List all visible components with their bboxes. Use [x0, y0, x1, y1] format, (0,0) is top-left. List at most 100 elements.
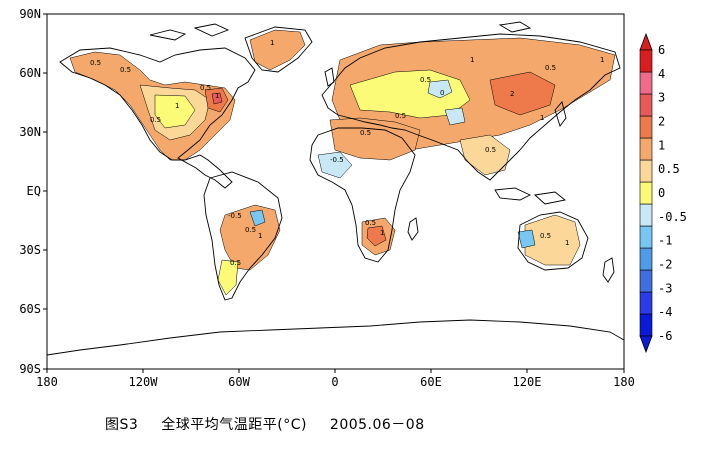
colorbar-cell	[639, 313, 653, 337]
contour-label: 1	[258, 232, 262, 240]
coast-africa	[309, 127, 416, 263]
colorbar-cell	[639, 115, 653, 139]
lon-label: 180	[36, 375, 58, 389]
colorbar-cell	[639, 203, 653, 227]
contour-label: 0.5	[230, 259, 241, 267]
colorbar-cell	[639, 71, 653, 95]
contour-labels: 0.5 1 0.5 0.5 1 2 0.5 1 0.5 0 0.5 -0.5 1…	[90, 39, 604, 267]
lat-label: 30N	[19, 125, 41, 139]
lon-label: 120E	[513, 375, 542, 389]
lat-label: EQ	[27, 184, 41, 198]
anomaly-south-america-blue	[249, 209, 266, 227]
anomaly-southern-africa-hot	[366, 225, 387, 247]
contour-label: 0.5	[485, 146, 496, 154]
lon-label: 60W	[228, 375, 250, 389]
anomaly-central-asia-blue	[427, 79, 453, 99]
contour-label: 1	[470, 56, 474, 64]
colorbar-label: 0.5	[658, 162, 680, 176]
colorbar-label: -2	[658, 258, 672, 272]
lat-label: 90N	[19, 7, 41, 21]
caption-period: 2005.06－08	[329, 417, 425, 433]
contour-label: 0.5	[395, 112, 406, 120]
colorbar-cells	[639, 49, 653, 337]
lon-label: 120W	[129, 375, 159, 389]
coast-eurasia	[321, 33, 621, 181]
anomaly-patagonia	[217, 259, 239, 296]
colorbar-cell	[639, 137, 653, 161]
lon-label: 0	[331, 375, 338, 389]
coast-north-america	[59, 47, 256, 189]
coast-australia	[517, 211, 589, 271]
contour-label: 0.5	[545, 64, 556, 72]
contour-label: 0.5	[420, 76, 431, 84]
figure-caption: 图S3 全球平均气温距平(°C) 2005.06－08	[105, 414, 443, 434]
caption-figure-number: 图S3	[105, 417, 139, 433]
colorbar-cell	[639, 247, 653, 271]
colorbar-cell	[639, 291, 653, 315]
coast-south-america	[203, 171, 283, 301]
lat-label: 30S	[19, 243, 41, 257]
contour-label: 1	[565, 239, 569, 247]
contour-label: 0	[440, 89, 444, 97]
colorbar-cell	[639, 225, 653, 249]
lat-labels: 90N 60N 30N EQ 30S 60S 90S	[19, 7, 41, 376]
contour-label: 1	[175, 102, 179, 110]
contour-label: 1	[270, 39, 274, 47]
lat-label: 90S	[19, 362, 41, 376]
anomaly-india	[459, 134, 511, 176]
coast-indonesia	[494, 187, 567, 205]
colorbar-label: 4	[658, 67, 665, 81]
colorbar-cell	[639, 49, 653, 73]
coast-madagascar	[407, 217, 419, 241]
anomaly-greenland	[249, 29, 306, 71]
coast-japan	[554, 101, 567, 127]
colorbar-label: 0	[658, 186, 665, 200]
contour-label: 0.5	[90, 59, 101, 67]
colorbar-cell	[639, 159, 653, 183]
colorbar-label: -0.5	[658, 210, 687, 224]
anomaly-shading	[69, 29, 616, 296]
lat-label: 60N	[19, 66, 41, 80]
contour-label: 2	[510, 90, 514, 98]
lat-label: 60S	[19, 302, 41, 316]
colorbar-cell	[639, 93, 653, 117]
colorbar-cell	[639, 181, 653, 205]
contour-label: 1	[215, 92, 219, 100]
contour-label: 1	[380, 229, 384, 237]
colorbar-top-arrow	[639, 32, 653, 51]
coast-uk	[324, 67, 335, 87]
coast-greenland	[244, 26, 313, 73]
anomaly-australia	[524, 214, 581, 266]
colorbar-labels: -6 -4 -3 -2 -1 -0.5 0 0.5 1 2 3 4 6	[658, 43, 687, 343]
colorbar-label: -3	[658, 281, 672, 295]
colorbar-label: -6	[658, 329, 672, 343]
colorbar-label: 6	[658, 43, 665, 57]
coast-antarctica	[46, 319, 625, 356]
lon-label: 180	[613, 375, 635, 389]
colorbar-cell	[639, 269, 653, 293]
coastlines	[46, 21, 625, 356]
lon-label: 60E	[420, 375, 442, 389]
lon-labels: 180 120W 60W 0 60E 120E 180	[36, 375, 635, 389]
axis-ticks	[43, 13, 625, 373]
contour-label: 0.5	[200, 84, 211, 92]
contour-label: -0.5	[330, 156, 344, 164]
anomaly-asia-south-blue	[444, 107, 466, 126]
contour-label: 0.5	[120, 66, 131, 74]
contour-label: 0.5	[540, 232, 551, 240]
contour-label: -0.5	[228, 212, 242, 220]
contour-label: 0.5	[150, 116, 161, 124]
colorbar-label: -4	[658, 305, 672, 319]
coast-arctic-islands	[149, 21, 532, 41]
anomaly-west-africa-blue	[317, 151, 353, 179]
colorbar-label: 3	[658, 91, 665, 105]
colorbar: -6 -4 -3 -2 -1 -0.5 0 0.5 1 2 3 4 6	[639, 32, 687, 354]
anomaly-siberia-hot	[489, 71, 556, 116]
contour-label: 0.5	[365, 219, 376, 227]
colorbar-bottom-arrow	[639, 335, 653, 354]
caption-title: 全球平均气温距平(°C)	[161, 417, 307, 433]
coast-new-zealand	[602, 257, 615, 283]
contour-label: 0.5	[245, 226, 256, 234]
